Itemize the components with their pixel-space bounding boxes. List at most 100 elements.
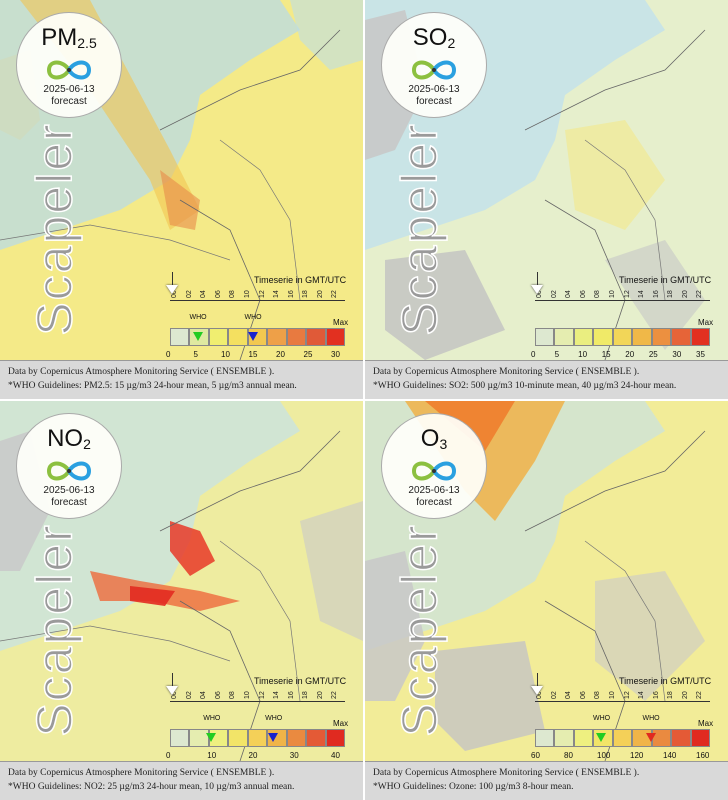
current-time-arrow-icon: [172, 673, 173, 687]
hour-tick: 02: [550, 691, 558, 699]
scale-swatch: [651, 328, 672, 346]
hour-tick: 22: [331, 691, 339, 699]
panel-footer: Data by Copernicus Atmosphere Monitoring…: [365, 360, 728, 399]
hour-tick: 06: [579, 290, 587, 298]
timeserie-label: Timeserie in GMT/UTC: [254, 676, 347, 686]
scale-swatch: [535, 328, 555, 346]
pollutant-badge: SO2 2025-06-13 forecast: [381, 12, 487, 118]
scale-swatch: [671, 729, 691, 747]
legend-pm25: Timeserie in GMT/UTC 00 02 04 06 08 10 12 14 16 18…: [0, 0, 363, 360]
who-label: WHO: [642, 715, 660, 722]
hour-tick: 16: [287, 691, 295, 699]
scale-label: 10: [578, 350, 588, 359]
scale-swatch: [690, 328, 710, 346]
data-source-text: Data by Copernicus Atmosphere Monitoring…: [8, 768, 275, 778]
scale-label: 25: [303, 350, 313, 359]
timeserie-label: Timeserie in GMT/UTC: [254, 275, 347, 285]
hour-tick: 22: [331, 290, 339, 298]
scale-label: 20: [248, 751, 258, 760]
hour-tick: 14: [638, 290, 646, 298]
hour-tick: 04: [565, 691, 573, 699]
infinity-logo-icon: [411, 60, 457, 80]
hour-tick: 02: [550, 290, 558, 298]
hour-tick: 02: [185, 691, 193, 699]
hour-tick: 14: [638, 691, 646, 699]
max-label: Max: [698, 318, 714, 327]
scale-swatch: [325, 729, 345, 747]
hour-tick: 12: [258, 691, 266, 699]
who-marker-icon: [645, 733, 656, 742]
who-marker-icon: [247, 332, 258, 341]
scale-label: 15: [601, 350, 611, 359]
panel-so2: Scapeler SO2 2025-06-13 forecast Timeser…: [365, 0, 728, 399]
infinity-logo-icon: [46, 60, 92, 80]
legend-o3: Timeserie in GMT/UTC 00 02 04 06 08 10 12 14 16 18…: [365, 401, 728, 761]
max-label: Max: [333, 318, 349, 327]
scale-label: 10: [207, 751, 217, 760]
hour-tick: 22: [696, 290, 704, 298]
panel-footer: Data by Copernicus Atmosphere Monitoring…: [0, 360, 363, 399]
scale-label: 100: [597, 751, 611, 760]
hour-tick: 20: [316, 691, 324, 699]
hour-tick: 04: [200, 691, 208, 699]
hour-tick: 22: [696, 691, 704, 699]
panel-no2: Scapeler NO2 2025-06-13 forecast Timeser…: [0, 401, 363, 800]
hour-tick: 10: [608, 691, 616, 699]
pollutant-title: O3: [420, 425, 448, 453]
hour-tick: 04: [565, 290, 573, 298]
scale-swatch: [208, 328, 229, 346]
hour-tick: 16: [652, 290, 660, 298]
scale-label: 10: [221, 350, 230, 359]
hour-tick: 18: [667, 290, 675, 298]
scale-swatch: [632, 328, 652, 346]
current-time-arrow-icon: [537, 272, 538, 286]
who-label: WHO: [203, 715, 221, 722]
scale-label: 60: [531, 751, 540, 760]
scale-label: 20: [625, 350, 635, 359]
scale-swatch: [535, 729, 555, 747]
hour-tick: 14: [273, 691, 281, 699]
pollutant-badge: PM2.5 2025-06-13 forecast: [16, 12, 122, 118]
forecast-status: forecast: [51, 96, 87, 107]
who-label: WHO: [265, 715, 283, 722]
scale-label: 25: [648, 350, 658, 359]
scale-swatch: [286, 328, 307, 346]
hour-tick: 06: [214, 691, 222, 699]
hour-tick: 10: [243, 290, 251, 298]
legend-no2: Timeserie in GMT/UTC 00 02 04 06 08 10 12 14 16 18…: [0, 401, 363, 761]
scale-label: 160: [696, 751, 710, 760]
forecast-date: 2025-06-13: [408, 84, 460, 95]
data-source-text: Data by Copernicus Atmosphere Monitoring…: [373, 768, 640, 778]
scale-label: 35: [696, 350, 705, 359]
hour-tick: 08: [229, 691, 237, 699]
legend-so2: Timeserie in GMT/UTC 00 02 04 06 08 10 12 14 16 18…: [365, 0, 728, 360]
scale-swatch: [286, 729, 307, 747]
panel-pm25: Scapeler PM2.5 2025-06-13 forecast Times…: [0, 0, 363, 399]
hour-tick: 08: [594, 290, 602, 298]
panel-o3: Scapeler O3 2025-06-13 forecast Timeseri…: [365, 401, 728, 800]
current-time-arrowhead-icon: [166, 285, 178, 294]
current-time-arrowhead-icon: [531, 285, 543, 294]
current-time-arrowhead-icon: [531, 686, 543, 695]
pollutant-title: PM2.5: [41, 24, 97, 52]
pollutant-title: NO2: [47, 425, 91, 453]
pollutant-title: SO2: [412, 24, 456, 52]
scale-label: 30: [672, 350, 682, 359]
max-label: Max: [698, 719, 714, 728]
infinity-logo-icon: [411, 461, 457, 481]
panel-footer: Data by Copernicus Atmosphere Monitoring…: [0, 761, 363, 800]
scale-swatch: [573, 328, 594, 346]
scale-label: 5: [554, 350, 560, 359]
who-guidelines-text: *WHO Guidelines: SO2: 500 µg/m3 10-minut…: [373, 381, 677, 391]
scale-swatch: [306, 328, 326, 346]
hour-tick: 12: [623, 290, 631, 298]
scale-swatch: [671, 328, 691, 346]
scale-label: 30: [289, 751, 299, 760]
scale-swatch: [593, 328, 613, 346]
hour-tick: 18: [302, 691, 310, 699]
hour-tick: 12: [623, 691, 631, 699]
scale-swatch: [228, 729, 248, 747]
scale-label: 40: [331, 751, 340, 760]
hour-tick: 20: [316, 290, 324, 298]
